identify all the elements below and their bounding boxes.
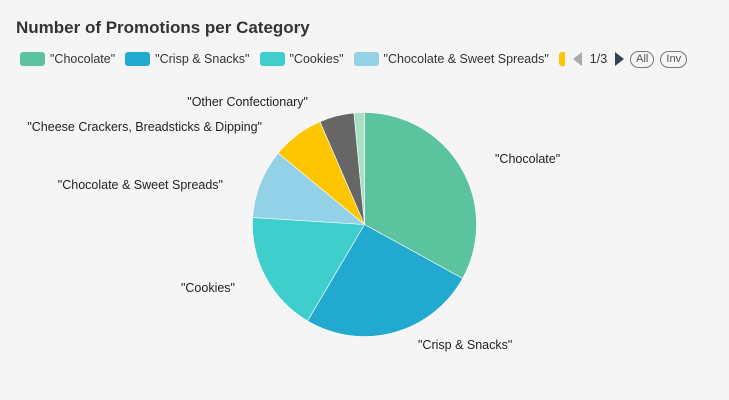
legend-item-crisp-snacks[interactable]: "Crisp & Snacks" xyxy=(125,52,250,66)
pie-slice[interactable] xyxy=(364,112,477,279)
pie-slice-label: "Cookies" xyxy=(181,281,235,295)
legend-label: "Chocolate & Sweet Spreads" xyxy=(383,52,549,66)
legend-swatch xyxy=(20,52,45,66)
legend-swatch xyxy=(125,52,151,66)
legend-page-indicator: 1/3 xyxy=(589,52,608,66)
pie-slice-label: "Cheese Crackers, Breadsticks & Dipping" xyxy=(27,120,262,134)
chart-title: Number of Promotions per Category xyxy=(16,18,310,37)
pie-slice-label: "Other Confectionary" xyxy=(187,95,308,109)
legend-item-cookies[interactable]: "Cookies" xyxy=(259,52,344,66)
legend-item-chocolate-sweet-spreads[interactable]: "Chocolate & Sweet Spreads" xyxy=(353,52,549,66)
legend-swatch xyxy=(353,52,379,66)
pie-slice-label: "Chocolate" xyxy=(495,152,560,166)
pie-slice[interactable] xyxy=(353,112,365,225)
pie-slice-label: "Crisp & Snacks" xyxy=(418,338,512,352)
pie-slice[interactable] xyxy=(252,217,366,322)
pie-slice[interactable] xyxy=(307,224,464,337)
legend-label: "Chocolate" xyxy=(50,52,116,66)
legend-label: "Cookies" xyxy=(289,52,344,66)
pie-slice-label: "Chocolate & Sweet Spreads" xyxy=(58,178,223,192)
legend-select-all-button[interactable]: All xyxy=(630,50,655,68)
legend-swatch xyxy=(259,52,285,66)
legend-next-arrow-icon[interactable] xyxy=(615,52,625,66)
legend: "Chocolate" "Crisp & Snacks" "Cookies" "… xyxy=(20,50,688,68)
legend-label: "Crisp & Snacks" xyxy=(155,52,250,66)
legend-prev-arrow-icon[interactable] xyxy=(572,52,582,66)
legend-pager: 1/3 All Inv xyxy=(572,50,688,68)
legend-item-clipped[interactable] xyxy=(558,52,565,66)
legend-swatch xyxy=(558,52,565,66)
legend-inverse-button[interactable]: Inv xyxy=(660,50,688,68)
pie-slices xyxy=(252,112,477,337)
pie-labels: "Chocolate" "Crisp & Snacks" "Cookies" "Cho… xyxy=(27,95,560,352)
legend-item-chocolate[interactable]: "Chocolate" xyxy=(20,52,115,66)
